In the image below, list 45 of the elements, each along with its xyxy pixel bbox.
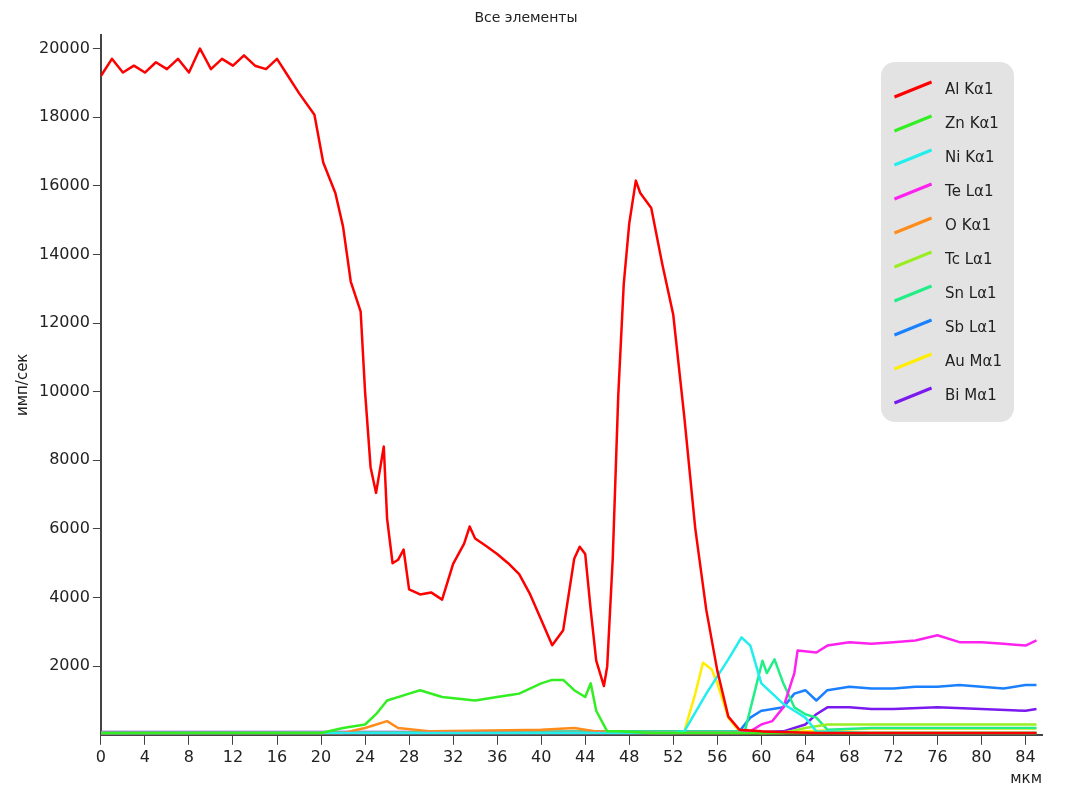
x-tick-label: 60 (751, 746, 772, 766)
x-tick-label: 52 (663, 746, 684, 766)
legend-label: Sn Lα1 (945, 284, 997, 302)
y-tick-label: 8000 (49, 449, 90, 469)
x-tick-label: 8 (183, 746, 195, 766)
legend-label: Al Kα1 (945, 80, 994, 98)
x-tick-label: 84 (1015, 746, 1036, 766)
x-tick-label: 28 (398, 746, 420, 766)
x-tick-label: 68 (839, 746, 860, 766)
chart-title: Все элементы (474, 9, 578, 26)
y-tick-label: 16000 (38, 174, 90, 194)
x-tick-label: 20 (310, 746, 332, 766)
x-tick-label: 16 (266, 746, 288, 766)
legend-label: Zn Kα1 (945, 114, 999, 132)
legend-label: Tc Lα1 (945, 250, 993, 268)
y-tick-label: 14000 (38, 243, 90, 263)
legend-label: Ni Kα1 (945, 148, 995, 166)
y-tick-label: 2000 (49, 655, 90, 675)
y-axis-title: имп/сек (12, 353, 31, 417)
x-tick-label: 0 (95, 746, 106, 766)
x-tick-label: 44 (575, 746, 596, 766)
x-tick-label: 12 (222, 746, 244, 766)
y-tick-label: 4000 (49, 586, 90, 606)
x-tick-label: 36 (486, 746, 508, 766)
y-tick-label: 12000 (38, 312, 90, 332)
legend-label: O Kα1 (945, 216, 991, 234)
y-tick-label: 20000 (38, 37, 90, 57)
legend-label: Au Mα1 (945, 352, 1002, 370)
legend-label: Bi Mα1 (945, 386, 997, 404)
x-tick-label: 4 (139, 746, 151, 766)
x-tick-label: 56 (707, 746, 728, 766)
x-tick-label: 48 (619, 746, 640, 766)
x-tick-label: 64 (795, 746, 816, 766)
x-tick-label: 72 (883, 746, 904, 766)
y-tick-label: 6000 (49, 518, 90, 538)
x-tick-label: 76 (927, 746, 948, 766)
legend-label: Te Lα1 (945, 182, 994, 200)
x-tick-label: 40 (531, 746, 552, 766)
x-axis-title: мкм (1010, 768, 1042, 787)
legend-label: Sb Lα1 (945, 318, 997, 336)
y-tick-label: 10000 (38, 380, 90, 400)
x-tick-label: 24 (354, 746, 376, 766)
x-tick-label: 32 (442, 746, 464, 766)
x-tick-label: 80 (971, 746, 992, 766)
y-tick-label: 18000 (38, 106, 90, 126)
